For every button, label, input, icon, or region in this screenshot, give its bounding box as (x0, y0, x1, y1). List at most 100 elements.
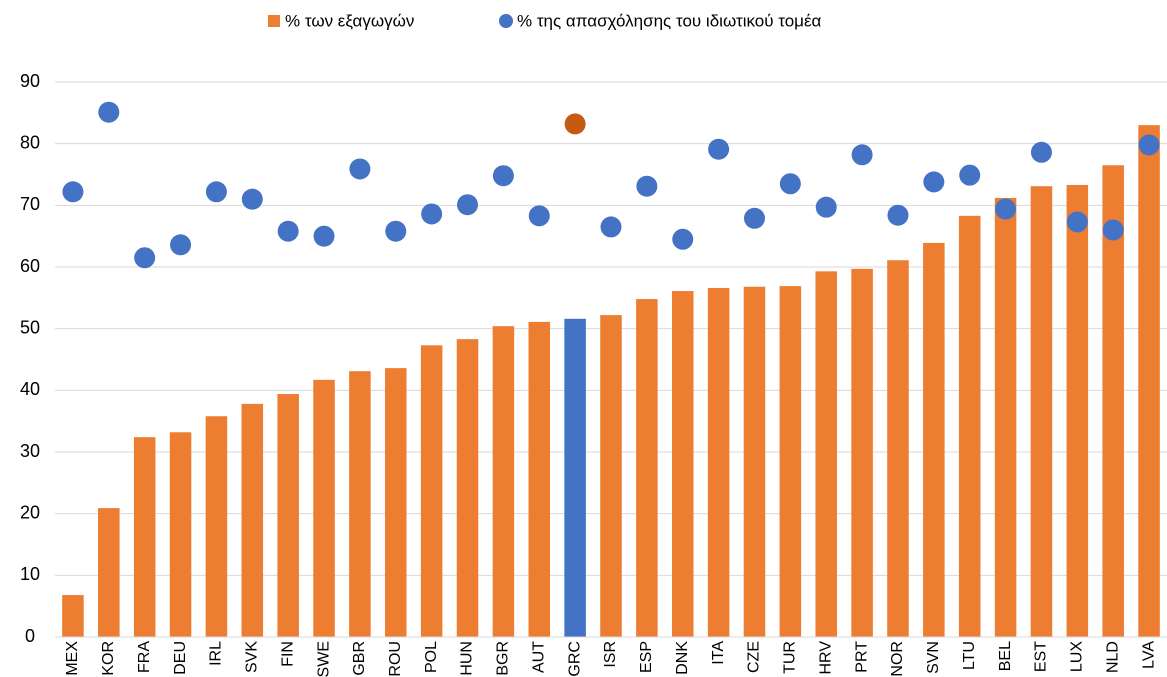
bar (528, 321, 551, 637)
point (385, 220, 407, 242)
bar (385, 368, 407, 637)
x-tick-label: DEU (172, 641, 189, 675)
x-tick-label: SWE (315, 641, 332, 677)
point (349, 158, 371, 180)
x-tick-label: HRV (817, 641, 834, 675)
point (62, 181, 84, 203)
y-tick-label: 0 (25, 626, 35, 646)
point (672, 228, 694, 250)
bar (313, 379, 335, 637)
bar (241, 403, 264, 637)
point (887, 204, 909, 226)
legend-label: % των εξαγωγών (285, 11, 414, 30)
bar (815, 271, 837, 637)
bar (707, 287, 730, 637)
x-tick-label: LVA (1140, 641, 1157, 669)
x-tick-label: KOR (100, 641, 117, 676)
bar (62, 595, 84, 637)
legend-swatch (268, 15, 280, 27)
bar (1138, 125, 1160, 638)
x-tick-label: HUN (459, 641, 476, 676)
y-tick-label: 50 (20, 317, 40, 337)
x-tick-label: NOR (889, 641, 906, 677)
bar (1102, 165, 1124, 637)
point (1138, 134, 1160, 156)
point (457, 194, 479, 216)
point (636, 175, 658, 197)
y-tick-label: 90 (20, 71, 40, 91)
x-tick-label: GRC (566, 641, 583, 677)
bar (564, 318, 586, 637)
bar (1030, 186, 1053, 637)
bar (994, 197, 1017, 637)
x-tick-label: ESP (638, 641, 655, 673)
legend-swatch (499, 14, 513, 28)
point (277, 220, 299, 242)
x-tick-label: BEL (997, 641, 1014, 671)
y-tick-label: 10 (20, 564, 40, 584)
point (98, 101, 120, 123)
x-tick-label: AUT (530, 641, 547, 673)
x-tick-label: GBR (351, 641, 368, 676)
point (923, 171, 945, 193)
y-tick-label: 30 (20, 441, 40, 461)
x-tick-label: ITA (710, 641, 727, 665)
bar (851, 268, 873, 637)
point (134, 247, 156, 269)
point (851, 144, 873, 166)
y-tick-label: 60 (20, 256, 40, 276)
x-tick-label: DNK (674, 641, 691, 675)
y-tick-label: 40 (20, 379, 40, 399)
x-tick-label: SVN (925, 641, 942, 674)
bar (205, 416, 228, 637)
x-tick-label: CZE (746, 641, 763, 673)
point (959, 164, 981, 186)
point (170, 234, 192, 256)
point (995, 198, 1017, 220)
x-tick-label: BGR (495, 641, 512, 676)
bar (600, 315, 622, 637)
point (815, 196, 837, 218)
bar (456, 339, 479, 637)
x-tick-label: NLD (1104, 641, 1121, 673)
point (421, 203, 443, 225)
x-tick-label: MEX (64, 641, 81, 676)
bar (671, 291, 694, 637)
x-tick-label: LUX (1069, 641, 1086, 672)
legend-label: % της απασχόλησης του ιδιωτικού τομέα (517, 11, 822, 30)
bar (133, 437, 156, 637)
x-tick-label: ISR (602, 641, 619, 668)
x-tick-label: SVK (244, 641, 261, 673)
legend: % των εξαγωγών % της απασχόλησης του ιδιω… (268, 11, 822, 30)
x-tick-label: LTU (961, 641, 978, 670)
x-tick-label: TUR (782, 641, 799, 674)
x-tick-label: POL (423, 641, 440, 673)
y-tick-label: 80 (20, 132, 40, 152)
bar (743, 286, 766, 637)
bar (169, 432, 192, 637)
x-tick-label: FRA (136, 641, 153, 673)
bar (277, 394, 299, 637)
y-tick-label: 70 (20, 194, 40, 214)
point (743, 207, 765, 229)
point (313, 225, 335, 247)
bar (492, 326, 515, 637)
bar (636, 299, 658, 637)
bar (887, 260, 909, 637)
bar (420, 345, 443, 637)
x-tick-label: EST (1033, 641, 1050, 672)
point (564, 113, 586, 135)
point (600, 216, 622, 238)
point (241, 188, 263, 210)
point (492, 165, 514, 187)
bar (958, 215, 981, 638)
point (528, 205, 550, 227)
bar (923, 242, 945, 637)
point (1102, 219, 1124, 241)
x-tick-label: FIN (279, 641, 296, 667)
x-tick-label: IRL (208, 641, 225, 666)
point (205, 181, 227, 203)
y-tick-label: 20 (20, 502, 40, 522)
